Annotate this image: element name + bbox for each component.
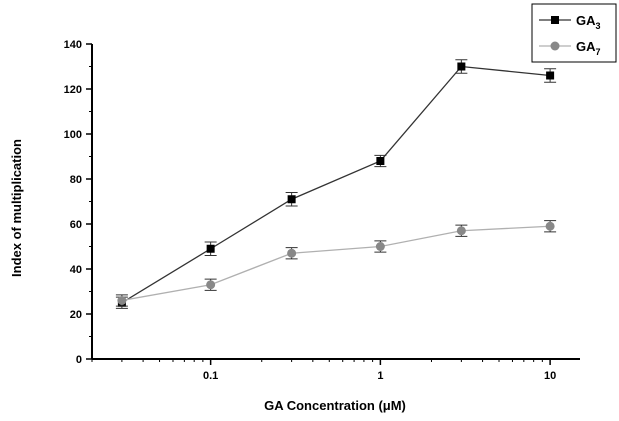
y-tick-label: 60 (70, 219, 82, 231)
series-line (121, 225, 551, 302)
data-point (287, 248, 297, 258)
series-ga3 (115, 59, 557, 309)
series-ga7 (115, 220, 557, 307)
legend-box (531, 3, 617, 63)
series-line (121, 65, 551, 304)
x-axis-title: GA Concentration (μM) (264, 398, 406, 413)
y-tick-label: 40 (70, 264, 82, 276)
data-point (456, 226, 466, 236)
legend-item-ga3: GA3 (539, 13, 601, 31)
data-point (546, 71, 555, 80)
data-point (376, 157, 385, 165)
y-tick-label: 140 (64, 39, 82, 51)
axes: 0 20 40 60 80 100 120 140 0.1 1 10 (64, 39, 580, 382)
data-point (375, 242, 385, 251)
data-point (287, 195, 296, 204)
legend-marker (550, 41, 560, 51)
x-tick-label: 1 (377, 370, 383, 382)
legend-label: GA7 (576, 39, 601, 57)
legend-marker (551, 16, 559, 24)
y-tick-label: 0 (76, 354, 82, 366)
data-point (117, 296, 127, 305)
data-point (206, 244, 215, 253)
data-point (457, 62, 466, 71)
plot-area (115, 59, 557, 309)
y-axis-title: Index of multiplication (9, 139, 24, 277)
x-tick-label: 10 (544, 370, 556, 382)
y-tick-label: 80 (70, 174, 82, 186)
data-point (545, 221, 555, 231)
y-tick-label: 20 (70, 309, 82, 321)
y-tick-label: 120 (64, 84, 82, 96)
legend-item-ga7: GA7 (539, 39, 601, 57)
data-point (206, 280, 216, 290)
legend-label: GA3 (576, 13, 601, 31)
x-tick-label: 0.1 (203, 370, 218, 382)
y-tick-label: 100 (64, 129, 82, 141)
